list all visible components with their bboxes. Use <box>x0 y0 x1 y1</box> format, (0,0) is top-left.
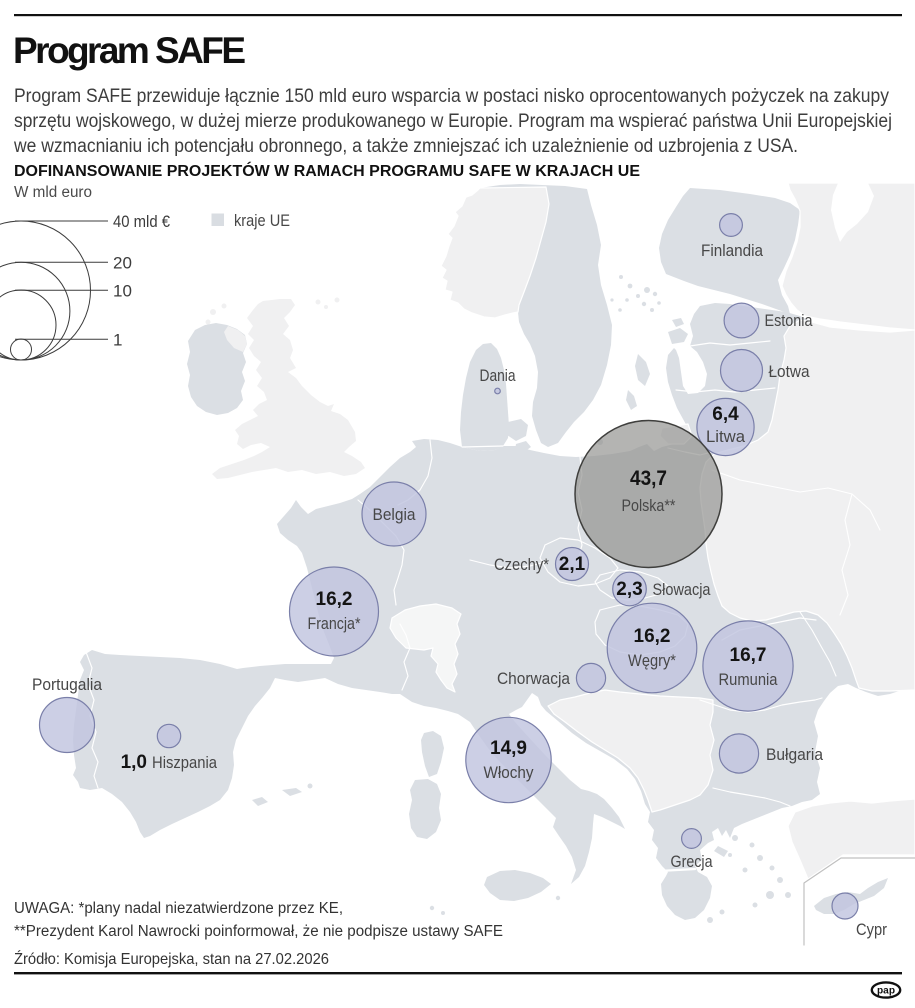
svg-text:DOFINANSOWANIE PROJEKTÓW W RAM: DOFINANSOWANIE PROJEKTÓW W RAMACH PROGRA… <box>14 162 640 180</box>
svg-text:16,7: 16,7 <box>730 645 767 666</box>
svg-text:Francja*: Francja* <box>308 614 361 633</box>
svg-text:Litwa: Litwa <box>706 427 746 446</box>
svg-text:Grecja: Grecja <box>671 852 713 871</box>
svg-text:20: 20 <box>113 254 132 273</box>
svg-text:W mld euro: W mld euro <box>14 184 92 201</box>
svg-text:Bułgaria: Bułgaria <box>766 745 823 764</box>
svg-text:6,4: 6,4 <box>712 404 739 425</box>
svg-text:Portugalia: Portugalia <box>32 675 102 694</box>
svg-text:10: 10 <box>113 282 132 301</box>
svg-text:1: 1 <box>113 331 122 350</box>
svg-text:UWAGA: *plany nadal niezatwier: UWAGA: *plany nadal niezatwierdzone prze… <box>14 900 343 917</box>
svg-text:Cypr: Cypr <box>856 920 887 939</box>
svg-text:16,2: 16,2 <box>634 626 671 647</box>
svg-text:Program SAFE przewiduje łączni: Program SAFE przewiduje łącznie 150 mld … <box>14 86 889 107</box>
svg-text:Belgia: Belgia <box>373 505 416 524</box>
svg-text:Czechy*: Czechy* <box>494 555 549 574</box>
svg-text:Chorwacja: Chorwacja <box>497 669 570 688</box>
svg-text:Estonia: Estonia <box>765 311 813 330</box>
svg-text:Hiszpania: Hiszpania <box>152 753 217 772</box>
svg-text:Polska**: Polska** <box>622 496 676 515</box>
svg-text:Węgry*: Węgry* <box>628 651 676 670</box>
svg-text:we wzmacnianiu ich potencjału: we wzmacnianiu ich potencjału obronnego,… <box>13 136 798 157</box>
svg-text:Finlandia: Finlandia <box>701 241 763 260</box>
svg-text:**Prezydent Karol Nawrocki poi: **Prezydent Karol Nawrocki poinformował,… <box>14 923 503 940</box>
svg-text:Włochy: Włochy <box>484 763 534 782</box>
svg-text:2,1: 2,1 <box>559 554 586 575</box>
svg-text:Słowacja: Słowacja <box>653 580 711 599</box>
svg-text:kraje UE: kraje UE <box>234 211 290 230</box>
svg-text:43,7: 43,7 <box>630 467 667 490</box>
svg-text:2,3: 2,3 <box>616 579 642 600</box>
svg-text:Program SAFE: Program SAFE <box>13 30 246 71</box>
svg-text:pap: pap <box>877 986 895 997</box>
svg-text:14,9: 14,9 <box>490 738 527 759</box>
svg-text:sprzętu wojskowego, w dużej mi: sprzętu wojskowego, w dużej mierze produ… <box>14 111 892 132</box>
svg-text:40 mld €: 40 mld € <box>113 212 170 231</box>
svg-text:Łotwa: Łotwa <box>769 362 810 381</box>
svg-text:Rumunia: Rumunia <box>719 670 778 689</box>
svg-text:16,2: 16,2 <box>316 589 353 610</box>
svg-text:Dania: Dania <box>480 366 516 385</box>
svg-text:Źródło: Komisja Europejska, st: Źródło: Komisja Europejska, stan na 27.0… <box>14 949 329 968</box>
svg-text:1,0: 1,0 <box>121 752 147 773</box>
